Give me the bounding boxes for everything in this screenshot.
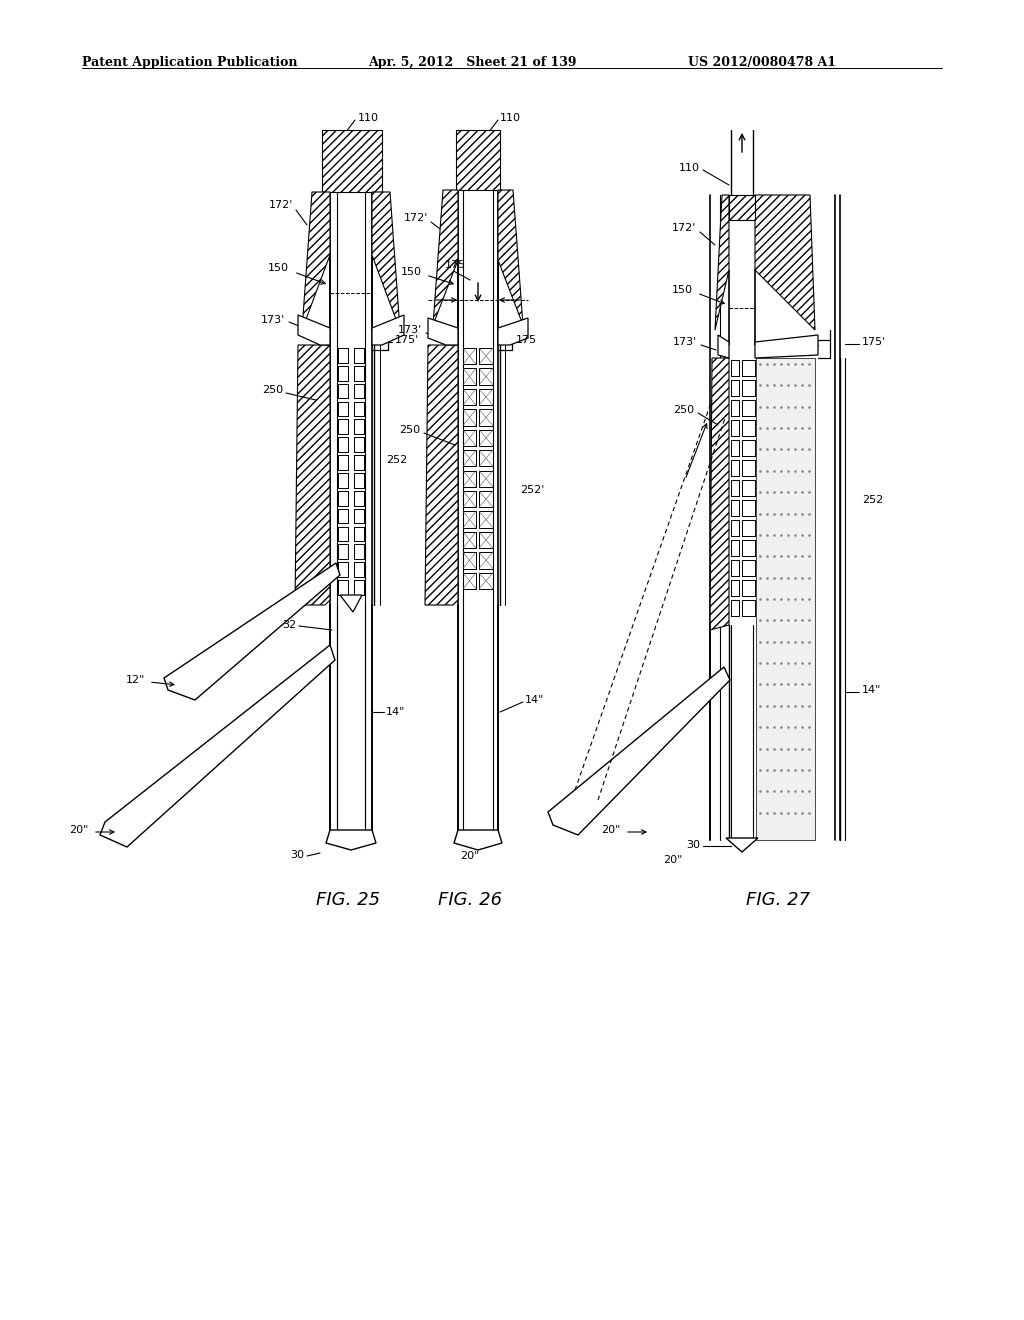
Text: 250: 250 [399,425,420,436]
Polygon shape [100,645,335,847]
Text: 14": 14" [386,708,406,717]
Text: 14": 14" [862,685,882,696]
Text: 173': 173' [261,315,285,325]
Text: 150: 150 [672,285,693,294]
Text: 30: 30 [290,850,304,861]
Text: 20": 20" [664,855,683,865]
Polygon shape [295,345,330,605]
Text: 12": 12" [126,675,145,685]
Polygon shape [498,190,523,325]
Text: 252: 252 [386,455,408,465]
Text: Apr. 5, 2012   Sheet 21 of 139: Apr. 5, 2012 Sheet 21 of 139 [368,55,577,69]
Text: 175': 175' [395,335,419,345]
Polygon shape [548,667,730,836]
Text: 252: 252 [862,495,884,506]
Text: 175': 175' [862,337,886,347]
Polygon shape [425,345,458,605]
Polygon shape [340,595,362,612]
Polygon shape [715,195,729,330]
Polygon shape [372,191,400,330]
Bar [756,358,815,840]
Polygon shape [755,195,815,330]
Text: 172': 172' [672,223,696,234]
Text: 110: 110 [679,162,700,173]
Text: 14": 14" [525,696,545,705]
Polygon shape [433,190,458,325]
Text: 172': 172' [268,201,293,210]
Text: 150: 150 [401,267,422,277]
Text: 110: 110 [500,114,521,123]
Text: FIG. 27: FIG. 27 [745,891,810,909]
Polygon shape [729,195,755,220]
Text: 252': 252' [520,484,545,495]
Polygon shape [498,318,528,345]
Text: 173': 173' [397,325,422,335]
Text: Patent Application Publication: Patent Application Publication [82,55,298,69]
Text: 175: 175 [516,335,538,345]
Text: 175: 175 [445,260,466,271]
Polygon shape [710,358,729,630]
Polygon shape [428,318,458,345]
Polygon shape [326,830,376,850]
Polygon shape [718,335,729,358]
Polygon shape [164,564,340,700]
Text: 250: 250 [673,405,694,414]
Polygon shape [454,830,502,850]
Polygon shape [456,129,500,190]
Text: 20": 20" [602,825,621,836]
Text: FIG. 26: FIG. 26 [438,891,502,909]
Text: FIG. 25: FIG. 25 [316,891,380,909]
Text: 20": 20" [69,825,88,836]
Text: US 2012/0080478 A1: US 2012/0080478 A1 [688,55,836,69]
Text: 172': 172' [403,213,428,223]
Text: 250: 250 [262,385,283,395]
Text: 32: 32 [282,620,296,630]
Polygon shape [298,315,330,345]
Polygon shape [372,315,404,345]
Polygon shape [726,838,758,851]
Polygon shape [322,129,382,191]
Text: 173': 173' [673,337,697,347]
Text: 20": 20" [461,851,479,861]
Text: 30: 30 [686,840,700,850]
Text: 150: 150 [268,263,289,273]
Text: 110: 110 [358,114,379,123]
Polygon shape [755,335,818,358]
Polygon shape [302,191,330,330]
